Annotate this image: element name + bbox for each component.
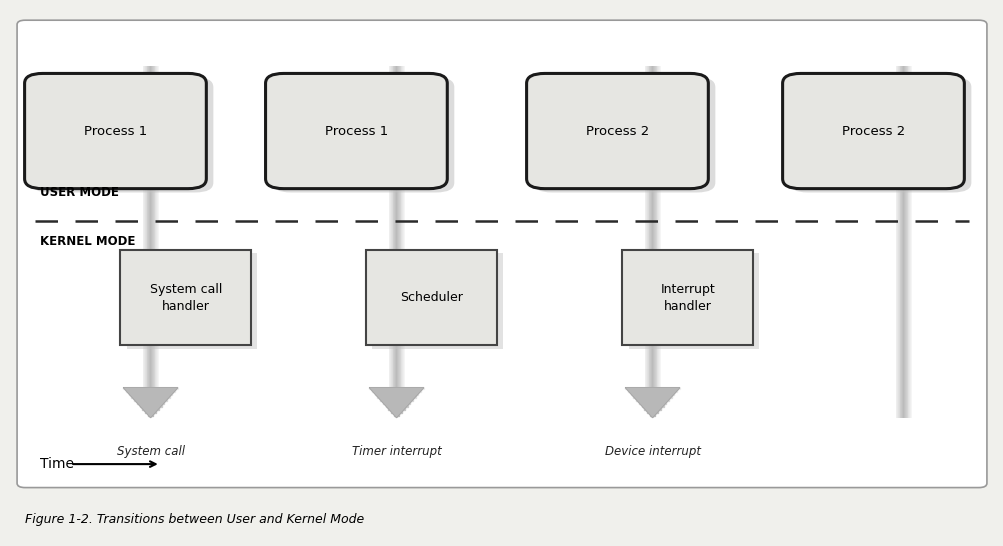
Polygon shape [625, 388, 679, 418]
FancyBboxPatch shape [527, 74, 708, 189]
Polygon shape [142, 388, 145, 410]
Polygon shape [382, 388, 385, 404]
Polygon shape [660, 388, 663, 407]
Polygon shape [393, 388, 396, 416]
Polygon shape [666, 388, 668, 401]
Bar [372, 253, 503, 348]
Polygon shape [123, 388, 126, 389]
Polygon shape [655, 388, 657, 413]
Bar [126, 253, 257, 348]
Polygon shape [128, 388, 131, 395]
Polygon shape [139, 388, 142, 407]
Text: Process 2: Process 2 [586, 124, 648, 138]
Polygon shape [131, 388, 134, 398]
Polygon shape [628, 388, 630, 392]
Polygon shape [638, 388, 641, 404]
FancyBboxPatch shape [273, 78, 453, 193]
Polygon shape [377, 388, 380, 398]
Polygon shape [123, 388, 178, 418]
Polygon shape [671, 388, 674, 395]
Text: USER MODE: USER MODE [40, 186, 119, 199]
Polygon shape [150, 388, 153, 416]
FancyBboxPatch shape [534, 78, 714, 193]
FancyBboxPatch shape [265, 74, 447, 189]
Polygon shape [407, 388, 410, 404]
Polygon shape [145, 388, 147, 413]
Polygon shape [170, 388, 173, 395]
Polygon shape [647, 388, 649, 413]
Text: System call: System call [116, 445, 185, 458]
Polygon shape [418, 388, 420, 392]
Polygon shape [173, 388, 175, 392]
Polygon shape [166, 388, 170, 398]
Polygon shape [649, 388, 652, 416]
Polygon shape [636, 388, 638, 401]
Polygon shape [155, 388, 158, 410]
FancyBboxPatch shape [32, 78, 214, 193]
Polygon shape [161, 388, 164, 404]
Polygon shape [369, 388, 423, 418]
Polygon shape [420, 388, 423, 389]
FancyBboxPatch shape [25, 74, 207, 189]
Text: Process 2: Process 2 [842, 124, 904, 138]
Text: Timer interrupt: Timer interrupt [351, 445, 441, 458]
Polygon shape [676, 388, 679, 389]
Polygon shape [134, 388, 136, 401]
Polygon shape [674, 388, 676, 392]
Text: Interrupt
handler: Interrupt handler [660, 283, 714, 312]
Text: Time: Time [40, 457, 74, 471]
Polygon shape [657, 388, 660, 410]
FancyBboxPatch shape [788, 78, 971, 193]
Text: Process 1: Process 1 [84, 124, 146, 138]
Polygon shape [412, 388, 415, 398]
Polygon shape [136, 388, 139, 404]
Bar [628, 253, 758, 348]
Polygon shape [147, 388, 150, 416]
Bar [366, 250, 496, 345]
Polygon shape [641, 388, 644, 407]
Polygon shape [625, 388, 628, 389]
Polygon shape [404, 388, 407, 407]
Polygon shape [401, 388, 404, 410]
Polygon shape [399, 388, 401, 413]
Polygon shape [633, 388, 636, 398]
Polygon shape [415, 388, 418, 395]
Polygon shape [388, 388, 391, 410]
Bar [120, 250, 251, 345]
Polygon shape [644, 388, 647, 410]
Polygon shape [372, 388, 374, 392]
Polygon shape [410, 388, 412, 401]
Text: Device interrupt: Device interrupt [604, 445, 700, 458]
FancyBboxPatch shape [782, 74, 963, 189]
Polygon shape [630, 388, 633, 395]
Text: Process 1: Process 1 [325, 124, 387, 138]
Text: KERNEL MODE: KERNEL MODE [40, 235, 135, 248]
Polygon shape [652, 388, 655, 416]
Polygon shape [164, 388, 166, 401]
Polygon shape [668, 388, 671, 398]
Polygon shape [175, 388, 178, 389]
Polygon shape [380, 388, 382, 401]
Polygon shape [126, 388, 128, 392]
Text: Scheduler: Scheduler [400, 291, 462, 304]
Polygon shape [153, 388, 155, 413]
Polygon shape [374, 388, 377, 395]
Polygon shape [663, 388, 666, 404]
Polygon shape [385, 388, 388, 407]
Polygon shape [158, 388, 161, 407]
Polygon shape [369, 388, 372, 389]
Polygon shape [391, 388, 393, 413]
Bar [622, 250, 752, 345]
Text: Figure 1-2. Transitions between User and Kernel Mode: Figure 1-2. Transitions between User and… [25, 513, 364, 526]
Polygon shape [396, 388, 399, 416]
Text: System call
handler: System call handler [149, 283, 222, 312]
FancyBboxPatch shape [17, 20, 986, 488]
